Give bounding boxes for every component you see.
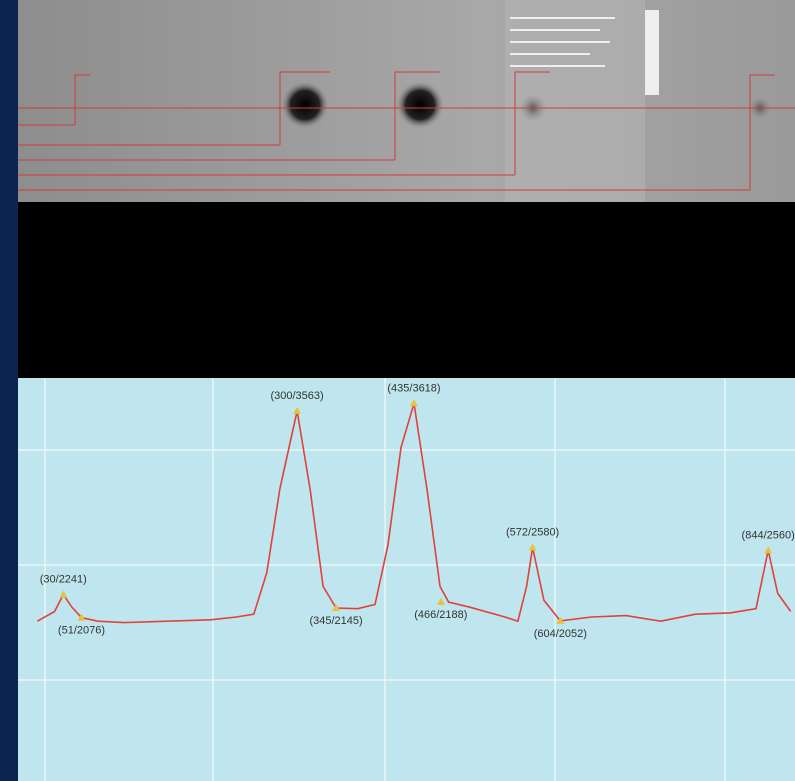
peak-label: (435/3618) — [387, 382, 440, 394]
peak-label: (844/2560) — [742, 529, 795, 541]
peak-label: (30/2241) — [40, 574, 87, 586]
screen: (30/2241) (51/2076) (300/3563) (345/2145) (4… — [0, 0, 795, 781]
peak-label: (300/3563) — [270, 390, 323, 402]
peak-label: (345/2145) — [309, 615, 362, 627]
peak-label: (51/2076) — [58, 625, 105, 637]
plot — [18, 378, 795, 781]
peak-label: (572/2580) — [506, 527, 559, 539]
image-panel — [18, 0, 795, 202]
peak-label: (466/2188) — [414, 609, 467, 621]
peak-label: (604/2052) — [534, 628, 587, 640]
black-band — [18, 202, 795, 378]
